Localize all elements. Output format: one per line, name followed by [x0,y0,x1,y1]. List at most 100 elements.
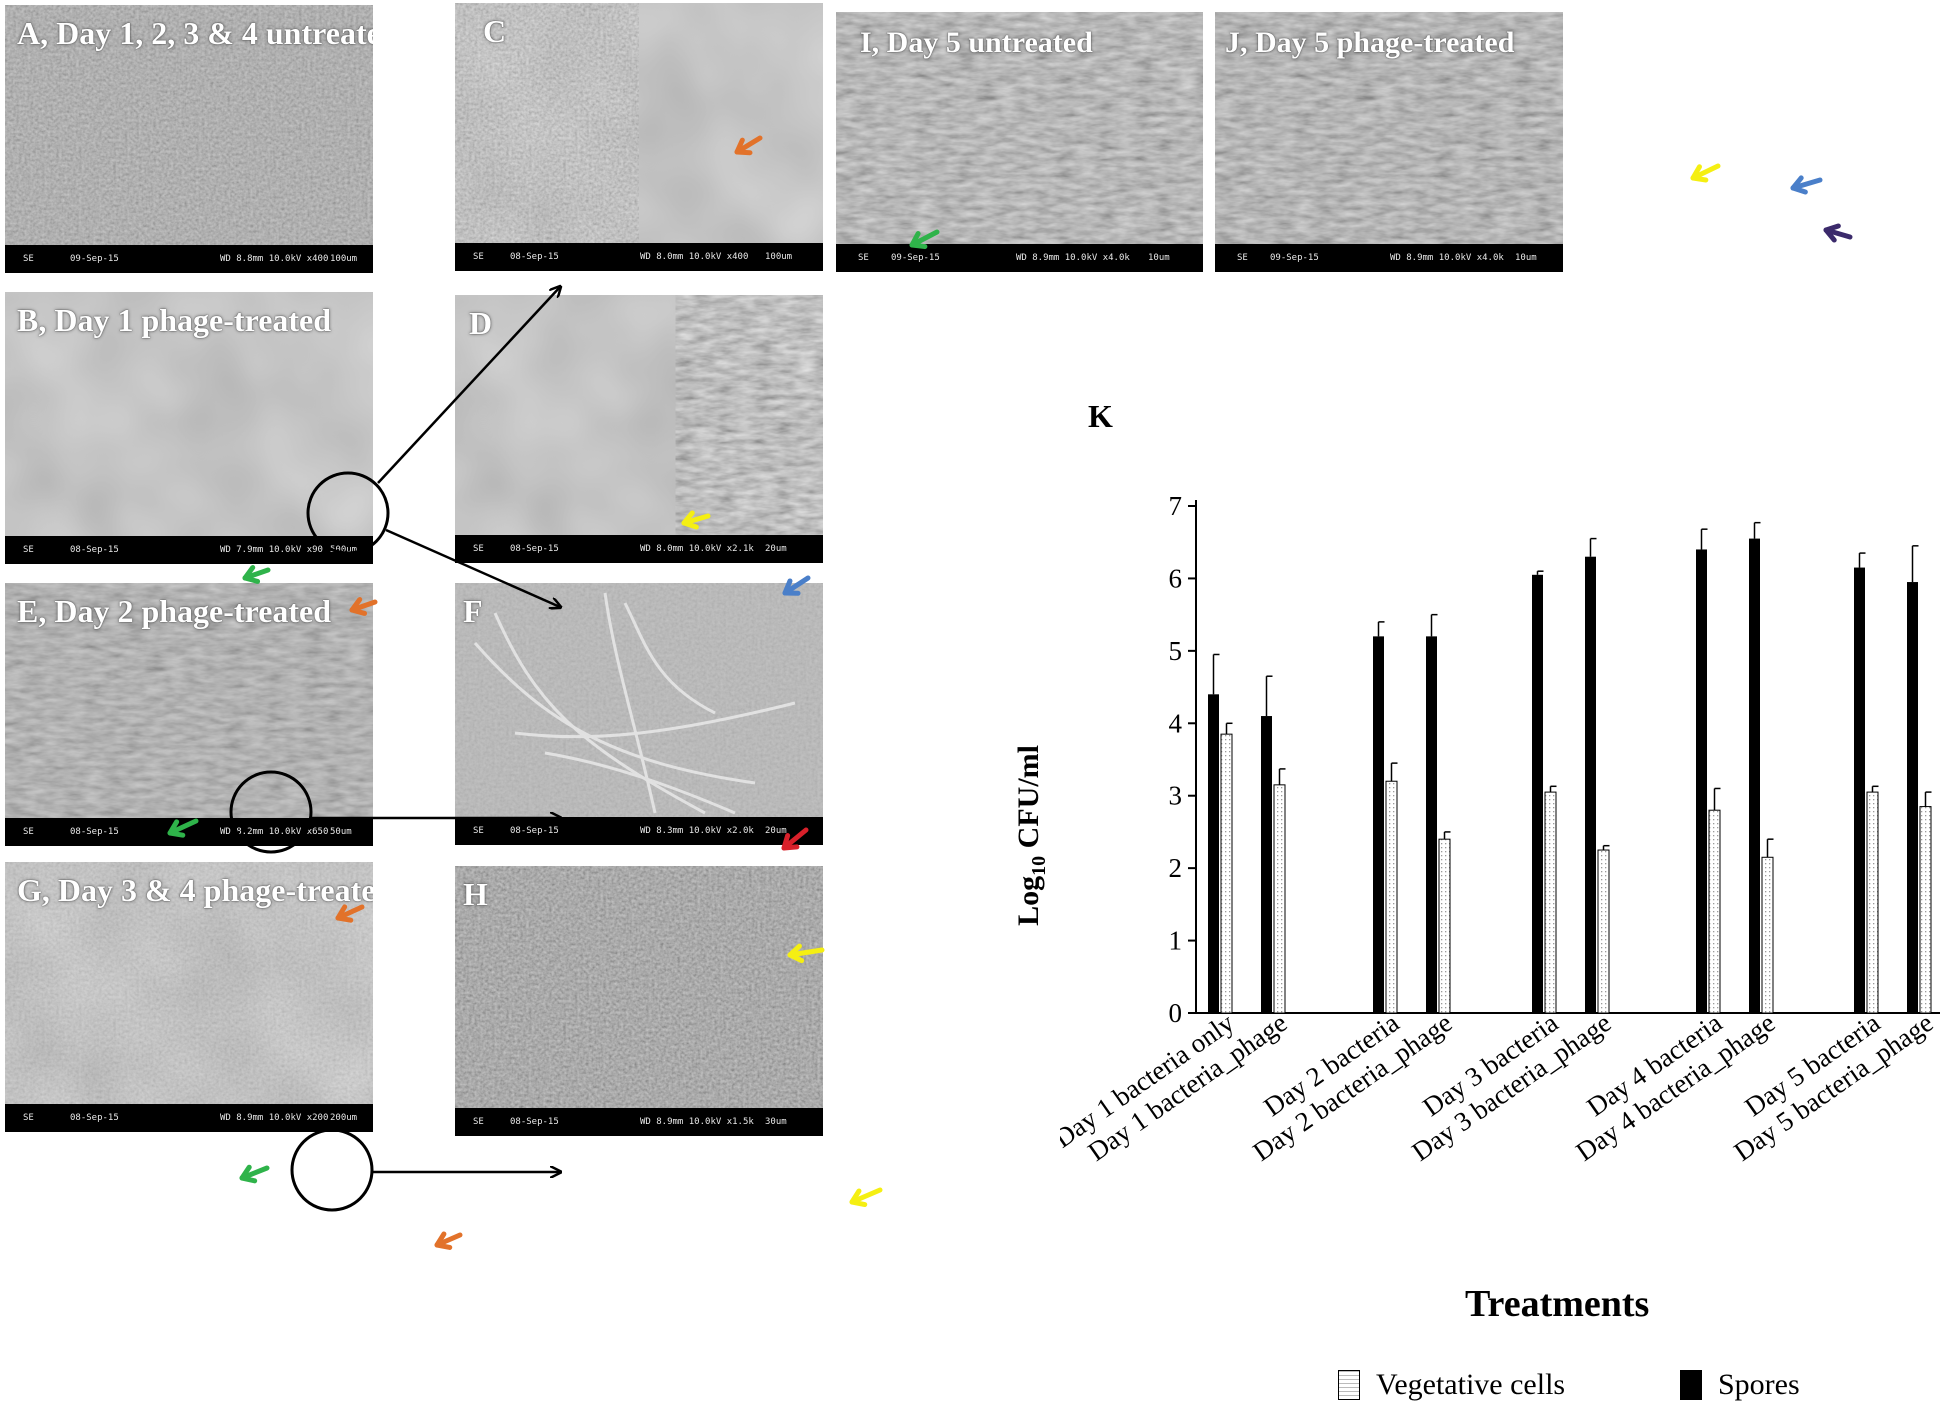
purple-arrow-icon [1823,223,1853,243]
sem-panel-c: C SE 08-Sep-15 WD 8.0mm 10.0kV x400 100u… [455,3,823,271]
sem-image-c [455,3,823,243]
y-tick-label: 3 [1169,781,1183,811]
sem-scale: 20um [765,544,787,554]
sem-info-bar-f: SE 08-Sep-15 WD 8.3mm 10.0kV x2.0k 20um [455,817,823,845]
panel-i-label: I, Day 5 untreated [860,26,1093,59]
sem-image-f [455,583,823,817]
panel-g-label: G, Day 3 & 4 phage-treated [17,872,373,908]
sem-params: WD 8.8mm 10.0kV x400 [220,254,329,264]
bar-spores [1426,636,1437,1013]
bar-spores [1696,549,1707,1013]
bar-vegetative [1708,809,1721,1014]
sem-scale: 10um [1515,253,1537,263]
bar-vegetative [1385,780,1398,1014]
bar-vegetative [1597,849,1610,1014]
y-tick-label: 1 [1169,926,1183,956]
sem-params: WD 8.3mm 10.0kV x2.0k [640,826,754,836]
legend-swatch-vegetative [1338,1370,1360,1400]
sem-date: 08-Sep-15 [510,1117,559,1127]
bar-vegetative [1220,733,1233,1014]
sem-params: WD 8.9mm 10.0kV x200 [220,1113,329,1123]
bar-vegetative [1761,856,1774,1014]
y-axis-title-sub: 10 [1028,855,1050,876]
sem-panel-f: F SE 08-Sep-15 WD 8.3mm 10.0kV x2.0k 20u… [455,583,823,845]
sem-params: WD 8.0mm 10.0kV x2.1k [640,544,754,554]
green-arrow-icon [242,565,271,584]
sem-panel-i: I, Day 5 untreated SE 09-Sep-15 WD 8.9mm… [836,12,1203,272]
sem-params: WD 8.9mm 10.0kV x1.5k [640,1117,754,1127]
y-tick-label: 0 [1169,998,1183,1028]
sem-date: 09-Sep-15 [70,254,119,264]
y-axis-title-main: Log [1012,875,1045,926]
legend-label-vegetative: Vegetative cells [1376,1368,1566,1401]
bar-spores [1854,567,1865,1013]
bar-spores [1208,694,1219,1013]
sem-panel-b: B, Day 1 phage-treated SE 08-Sep-15 WD 7… [5,292,373,564]
yellow-arrow-icon [1690,163,1721,183]
panel-e-label: E, Day 2 phage-treated [17,593,332,629]
sem-image-j [1215,12,1563,244]
y-tick-label: 7 [1169,491,1183,521]
panel-a-label: A, Day 1, 2, 3 & 4 untreated [17,15,373,51]
y-tick-label: 6 [1169,563,1183,593]
sem-image-g [5,862,373,1104]
sem-params: WD 8.9mm 10.0kV x4.0k [1016,253,1130,263]
sem-date: 08-Sep-15 [70,1113,119,1123]
y-axis-title-rest: CFU/ml [1012,745,1045,856]
sem-panel-e: E, Day 2 phage-treated SE 08-Sep-15 WD 8… [5,583,373,846]
panel-d-label: D [469,305,493,341]
blue-arrow-icon [1790,175,1823,195]
panel-h-label: H [463,876,488,912]
bar-spores [1749,538,1760,1013]
panel-b-label: B, Day 1 phage-treated [17,302,332,338]
sem-info-bar-j: SE 09-Sep-15 WD 8.9mm 10.0kV x4.0k 10um [1215,244,1563,272]
sem-scale: 100um [330,254,358,264]
sem-scale: 500um [330,545,358,555]
zoom-circle-g [290,1128,374,1212]
sem-info-bar-c: SE 08-Sep-15 WD 8.0mm 10.0kV x400 100um [455,243,823,271]
sem-mode: SE [858,253,869,263]
bar-spores [1907,582,1918,1013]
sem-date: 09-Sep-15 [891,253,940,263]
sem-image-h [455,866,823,1108]
sem-scale: 50um [330,827,352,837]
panel-j-label: J, Day 5 phage-treated [1225,26,1515,59]
legend-label-spores: Spores [1718,1368,1800,1401]
sem-image-a [5,5,373,245]
sem-date: 08-Sep-15 [70,827,119,837]
sem-mode: SE [23,1113,34,1123]
sem-info-bar-g: SE 08-Sep-15 WD 8.9mm 10.0kV x200 200um [5,1104,373,1132]
panel-k-label: K [1088,398,1113,434]
sem-scale: 20um [765,826,787,836]
sem-panel-h: H SE 08-Sep-15 WD 8.9mm 10.0kV x1.5k 30u… [455,866,823,1136]
green-arrow-icon [239,1164,270,1184]
sem-panel-j: J, Day 5 phage-treated SE 09-Sep-15 WD 8… [1215,12,1563,272]
sem-scale: 10um [1148,253,1170,263]
sem-scale: 200um [330,1113,358,1123]
panel-c-label: C [483,13,507,49]
y-tick-label: 4 [1169,708,1183,738]
panel-f-label: F [463,593,483,629]
sem-panel-g: G, Day 3 & 4 phage-treated SE 08-Sep-15 … [5,862,373,1132]
sem-info-bar-e: SE 08-Sep-15 WD 8.2mm 10.0kV x650 50um [5,818,373,846]
sem-mode: SE [1237,253,1248,263]
sem-info-bar-a: SE 09-Sep-15 WD 8.8mm 10.0kV x400 100um [5,245,373,273]
orange-arrow-icon [434,1231,463,1250]
bar-vegetative [1544,791,1557,1014]
sem-date: 08-Sep-15 [510,252,559,262]
legend-swatch-spores [1680,1370,1702,1400]
sem-date: 08-Sep-15 [510,826,559,836]
sem-mode: SE [473,252,484,262]
sem-info-bar-b: SE 08-Sep-15 WD 7.9mm 10.0kV x90 500um [5,536,373,564]
sem-params: WD 8.0mm 10.0kV x400 [640,252,749,262]
sem-mode: SE [473,826,484,836]
sem-mode: SE [473,544,484,554]
x-axis-title: Treatments [1465,1283,1650,1325]
sem-image-d [455,295,823,535]
bar-spores [1532,574,1543,1013]
sem-params: WD 8.2mm 10.0kV x650 [220,827,329,837]
sem-date: 09-Sep-15 [1270,253,1319,263]
sem-date: 08-Sep-15 [510,544,559,554]
y-tick-label: 5 [1169,636,1183,666]
sem-mode: SE [23,827,34,837]
